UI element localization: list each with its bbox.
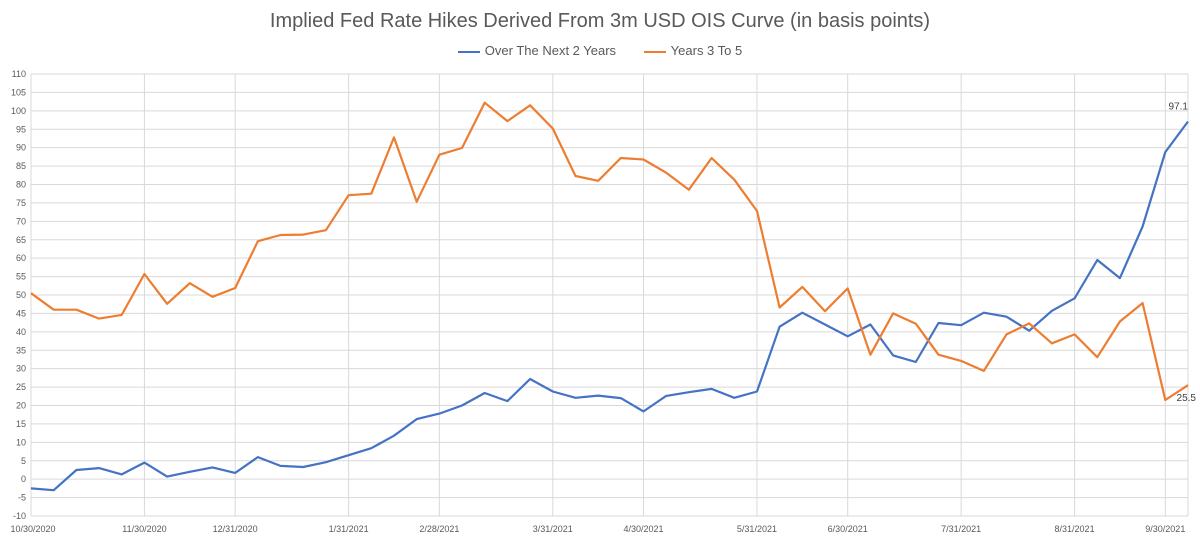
y-tick-label: 10 [16,437,26,447]
y-tick-label: 50 [16,290,26,300]
legend-item-series-2: Years 3 To 5 [643,43,743,58]
y-tick-label: 55 [16,272,26,282]
y-tick-label: 60 [16,253,26,263]
y-tick-label: 70 [16,216,26,226]
chart-title: Implied Fed Rate Hikes Derived From 3m U… [269,10,931,32]
legend-label-series-2: Years 3 To 5 [670,43,743,58]
x-tick-label: 12/31/2020 [213,524,258,534]
x-tick-label: 6/30/2021 [828,524,868,534]
x-tick-label: 10/30/2020 [10,524,55,534]
y-tick-label: 25 [16,382,26,392]
y-tick-label: 0 [21,474,26,484]
x-tick-label: 8/31/2021 [1055,524,1095,534]
y-tick-label: 90 [16,143,26,153]
y-tick-label: -10 [13,511,26,521]
y-tick-label: 100 [11,106,26,116]
y-tick-label: 75 [16,198,26,208]
legend: Over The Next 2 Years Years 3 To 5 [0,43,1200,58]
y-tick-label: 5 [21,456,26,466]
x-tick-label: 3/31/2021 [533,524,573,534]
y-tick-label: 20 [16,401,26,411]
legend-swatch-series-1 [457,50,480,53]
y-tick-label: 45 [16,308,26,318]
legend-swatch-series-2 [643,50,666,53]
series-line-1 [30,120,1189,492]
y-tick-label: 105 [11,87,26,97]
x-tick-label: 7/31/2021 [941,524,981,534]
y-tick-label: 95 [16,124,26,134]
y-tick-label: 85 [16,161,26,171]
y-tick-label: 40 [16,327,26,337]
x-tick-label: 5/31/2021 [737,524,777,534]
series-line-2 [30,101,1189,402]
y-tick-label: 35 [16,345,26,355]
y-tick-label: -5 [18,493,26,503]
y-tick-label: 15 [16,419,26,429]
y-tick-label: 110 [12,69,26,79]
data-label-series-1: 97.1 [1169,102,1189,113]
legend-label-series-1: Over The Next 2 Years [484,43,617,58]
y-tick-label: 65 [16,235,26,245]
y-tick-label: 30 [16,364,26,374]
x-tick-label: 11/30/2020 [122,524,166,534]
x-tick-label: 1/31/2021 [329,524,369,534]
y-tick-label: 80 [16,180,26,190]
x-tick-label: 2/28/2021 [419,524,459,534]
x-tick-label: 4/30/2021 [624,524,664,534]
x-tick-label: 9/30/2021 [1145,524,1185,534]
data-label-series-2: 25.5 [1177,393,1197,404]
legend-item-series-1: Over The Next 2 Years [457,43,617,58]
